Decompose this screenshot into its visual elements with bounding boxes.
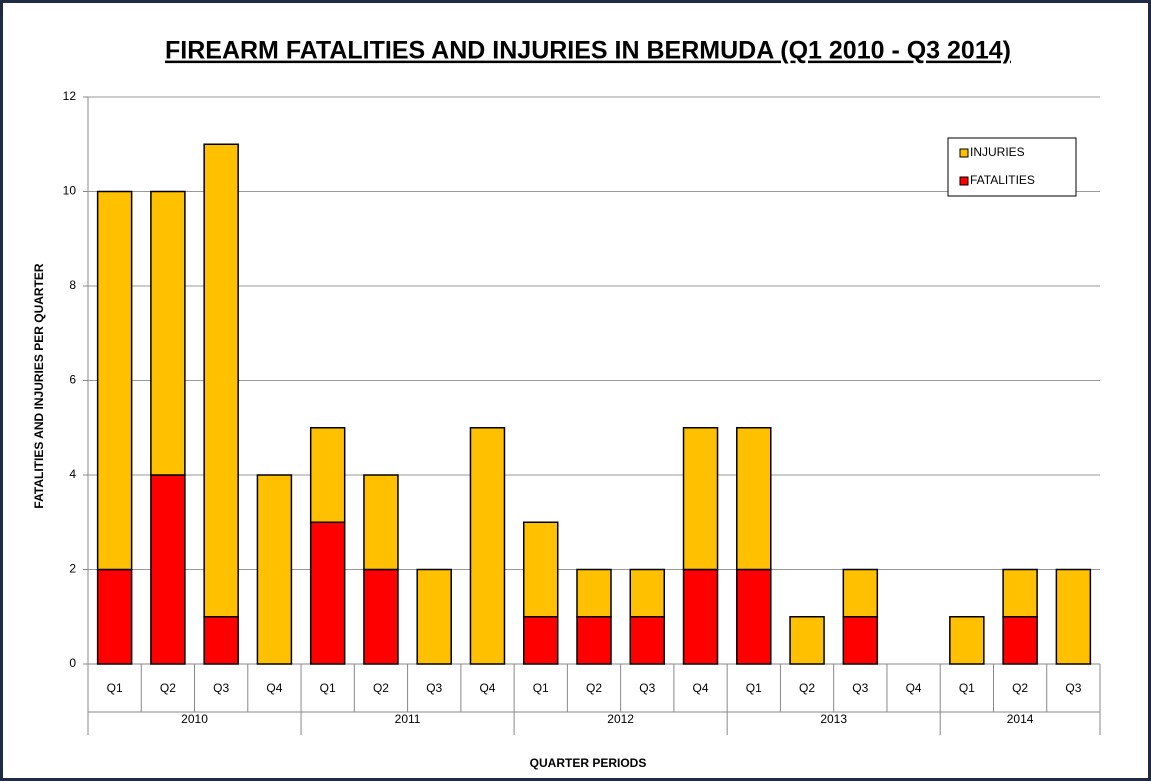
y-tick-label: 12 <box>63 89 77 103</box>
group-label: 2013 <box>820 712 847 726</box>
bar-segment <box>682 427 719 571</box>
bar-segment <box>736 427 772 571</box>
group-label: 2010 <box>181 712 208 726</box>
bar-segment <box>416 568 452 665</box>
x-tick-label: Q3 <box>213 681 229 695</box>
x-tick-label: Q2 <box>160 681 176 695</box>
x-tick-label: Q4 <box>479 681 495 695</box>
bar-segment <box>1002 568 1038 618</box>
bar-segment <box>1055 568 1092 665</box>
bar-segment <box>522 616 559 665</box>
x-tick-label: Q3 <box>1065 681 1081 695</box>
bar-segment <box>256 474 293 665</box>
bar-segment <box>150 190 186 476</box>
bar-segment <box>469 427 506 665</box>
bar-segment <box>96 568 133 665</box>
legend-label: INJURIES <box>970 145 1025 159</box>
x-tick-label: Q4 <box>266 681 282 695</box>
bar-segment <box>309 521 346 665</box>
group-label: 2014 <box>1007 712 1034 726</box>
legend-swatch <box>959 176 969 186</box>
y-tick-label: 2 <box>69 562 76 576</box>
bar-segment <box>789 616 825 665</box>
x-tick-label: Q3 <box>426 681 442 695</box>
y-tick-label: 6 <box>69 373 76 387</box>
bar-segment <box>576 568 612 618</box>
y-tick-label: 4 <box>69 467 76 481</box>
group-label: 2012 <box>607 712 634 726</box>
x-tick-label: Q2 <box>1012 681 1028 695</box>
bar-segment <box>682 568 719 665</box>
y-axis-title: FATALITIES AND INJURIES PER QUARTER <box>32 263 46 508</box>
bar-segment <box>203 616 239 665</box>
bar-segment <box>96 190 133 571</box>
bar-segment <box>150 474 186 665</box>
x-axis-title: QUARTER PERIODS <box>530 756 647 770</box>
x-tick-label: Q2 <box>586 681 602 695</box>
x-tick-label: Q3 <box>852 681 868 695</box>
bar-segment <box>736 568 772 665</box>
bar-segment <box>309 427 346 523</box>
x-tick-label: Q2 <box>799 681 815 695</box>
x-tick-label: Q1 <box>107 681 123 695</box>
y-tick-label: 8 <box>69 278 76 292</box>
x-tick-label: Q4 <box>693 681 709 695</box>
x-tick-label: Q1 <box>959 681 975 695</box>
x-tick-label: Q1 <box>533 681 549 695</box>
bar-segment <box>842 616 879 665</box>
bar-segment <box>629 568 666 618</box>
x-tick-label: Q1 <box>320 681 336 695</box>
group-label: 2011 <box>395 712 421 726</box>
legend-box <box>947 137 1077 197</box>
bar-segment <box>949 616 985 665</box>
bar-segment <box>629 616 666 665</box>
x-tick-label: Q2 <box>373 681 389 695</box>
y-tick-label: 10 <box>63 184 77 198</box>
x-tick-label: Q3 <box>639 681 655 695</box>
bar-segment <box>363 568 399 665</box>
legend-label: FATALITIES <box>970 173 1035 187</box>
y-tick-label: 0 <box>69 656 76 670</box>
bar-segment <box>363 474 399 571</box>
legend-swatch <box>959 148 969 158</box>
chart-title: FIREARM FATALITIES AND INJURIES IN BERMU… <box>165 37 1011 65</box>
bar-segment <box>1002 616 1038 665</box>
bar-segment <box>522 521 559 618</box>
bar-segment <box>576 616 612 665</box>
bar-segment <box>203 143 239 618</box>
x-tick-label: Q1 <box>746 681 762 695</box>
x-tick-label: Q4 <box>906 681 922 695</box>
bar-segment <box>842 568 879 618</box>
